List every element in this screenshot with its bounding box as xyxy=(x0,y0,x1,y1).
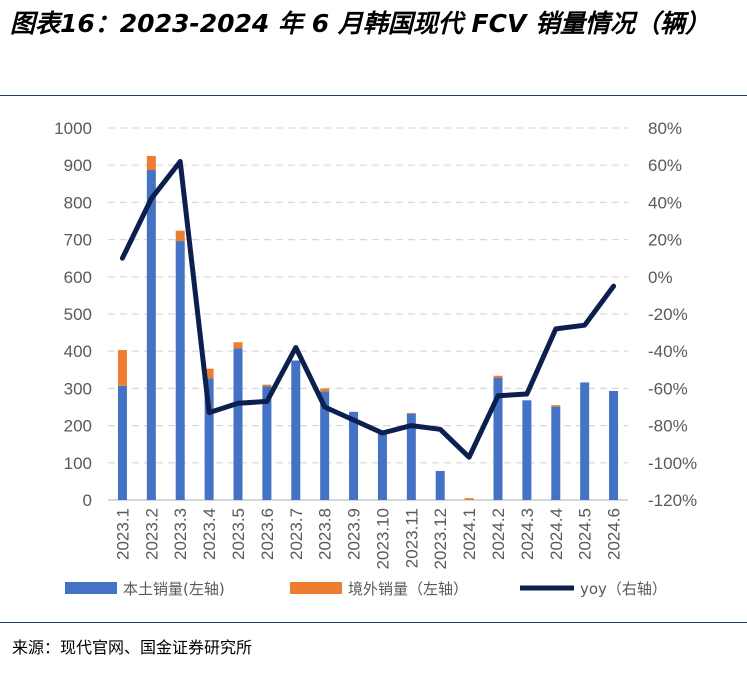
y-left-tick-label: 300 xyxy=(64,379,92,398)
x-tick-label: 2023.10 xyxy=(373,508,392,569)
y-right-tick-label: -40% xyxy=(648,342,688,361)
x-tick-label: 2023.4 xyxy=(200,508,219,560)
source-note: 来源：现代官网、国金证券研究所 xyxy=(12,638,253,657)
top-divider xyxy=(0,95,747,96)
bar-domestic xyxy=(349,411,359,500)
x-tick-label: 2024.1 xyxy=(460,508,479,560)
x-tick-label: 2023.9 xyxy=(345,508,364,560)
legend-swatch-overseas xyxy=(290,582,342,594)
y-right-tick-label: -60% xyxy=(648,379,688,398)
x-tick-label: 2024.6 xyxy=(605,508,624,560)
yoy-line xyxy=(119,159,617,460)
bar-overseas xyxy=(464,498,474,500)
bar-domestic xyxy=(435,470,445,500)
x-tick-label: 2024.3 xyxy=(518,508,537,560)
y-right-tick-label: -100% xyxy=(648,454,697,473)
x-tick-label: 2023.1 xyxy=(113,508,132,560)
bottom-divider xyxy=(0,622,747,623)
bar-domestic xyxy=(551,406,561,500)
legend-label-domestic: 本土销量(左轴) xyxy=(123,580,225,598)
y-left-tick-label: 0 xyxy=(83,491,92,510)
x-tick-label: 2023.5 xyxy=(229,508,248,560)
bar-overseas xyxy=(262,384,272,387)
left-axis: 0 100 200 300 400 500 600 700 800 900 1000 xyxy=(54,119,92,510)
y-right-tick-label: 60% xyxy=(648,156,682,175)
y-right-tick-label: -20% xyxy=(648,305,688,324)
bar-overseas xyxy=(146,155,156,171)
y-right-tick-label: -120% xyxy=(648,491,697,510)
bar-overseas xyxy=(233,342,243,349)
yoy-series xyxy=(119,159,617,460)
y-right-tick-label: 20% xyxy=(648,231,682,250)
right-axis: -120% -100% -80% -60% -40% -20% 0% 20% 40% 60% 80% xyxy=(648,119,697,510)
legend-swatch-domestic xyxy=(65,582,117,594)
y-left-tick-label: 1000 xyxy=(54,119,92,138)
x-tick-label: 2024.4 xyxy=(547,508,566,560)
y-left-tick-label: 600 xyxy=(64,268,92,287)
x-axis: 2023.1 2023.2 2023.3 2023.4 2023.5 2023.6 2023… xyxy=(113,508,623,569)
y-left-tick-label: 400 xyxy=(64,342,92,361)
y-left-tick-label: 100 xyxy=(64,454,92,473)
bar-domestic xyxy=(175,241,185,500)
bar-overseas xyxy=(175,230,185,242)
bar-overseas xyxy=(320,388,330,392)
bar-overseas xyxy=(204,368,214,379)
bar-domestic xyxy=(377,433,387,500)
bar-domestic xyxy=(291,360,301,500)
x-tick-label: 2023.2 xyxy=(142,508,161,560)
bar-domestic xyxy=(609,391,619,500)
bar-domestic xyxy=(580,382,590,500)
y-left-tick-label: 500 xyxy=(64,305,92,324)
bar-series xyxy=(117,155,619,500)
bar-domestic xyxy=(406,413,416,500)
bar-domestic xyxy=(146,170,156,500)
y-left-tick-label: 800 xyxy=(64,193,92,212)
bar-domestic xyxy=(522,400,532,500)
x-tick-label: 2023.12 xyxy=(431,508,450,569)
y-right-tick-label: 0% xyxy=(648,268,673,287)
x-tick-label: 2024.2 xyxy=(489,508,508,560)
x-tick-label: 2023.8 xyxy=(316,508,335,560)
bar-overseas xyxy=(117,350,127,386)
gridlines xyxy=(108,127,628,501)
bar-overseas xyxy=(551,405,561,407)
bar-overseas xyxy=(493,375,503,378)
y-left-tick-label: 900 xyxy=(64,156,92,175)
y-right-tick-label: 40% xyxy=(648,193,682,212)
x-tick-label: 2024.5 xyxy=(576,508,595,560)
x-tick-label: 2023.6 xyxy=(258,508,277,560)
y-left-tick-label: 700 xyxy=(64,231,92,250)
bar-domestic xyxy=(320,391,330,500)
x-tick-label: 2023.11 xyxy=(402,508,421,568)
bar-domestic xyxy=(204,378,214,500)
bar-domestic xyxy=(262,386,272,500)
legend: 本土销量(左轴) 境外销量（左轴） yoy（右轴） xyxy=(65,580,667,598)
chart-title: 图表16：2023-2024 年 6 月韩国现代 FCV 销量情况（辆） xyxy=(10,9,711,38)
legend-label-yoy: yoy（右轴） xyxy=(580,580,667,598)
x-tick-label: 2023.7 xyxy=(287,508,306,560)
y-left-tick-label: 200 xyxy=(64,417,92,436)
bar-domestic xyxy=(117,385,127,500)
bar-domestic xyxy=(493,377,503,500)
y-right-tick-label: -80% xyxy=(648,417,688,436)
bar-domestic xyxy=(233,348,243,500)
legend-label-overseas: 境外销量（左轴） xyxy=(348,580,468,598)
y-right-tick-label: 80% xyxy=(648,119,682,138)
x-tick-label: 2023.3 xyxy=(171,508,190,560)
bar-overseas xyxy=(406,412,416,414)
